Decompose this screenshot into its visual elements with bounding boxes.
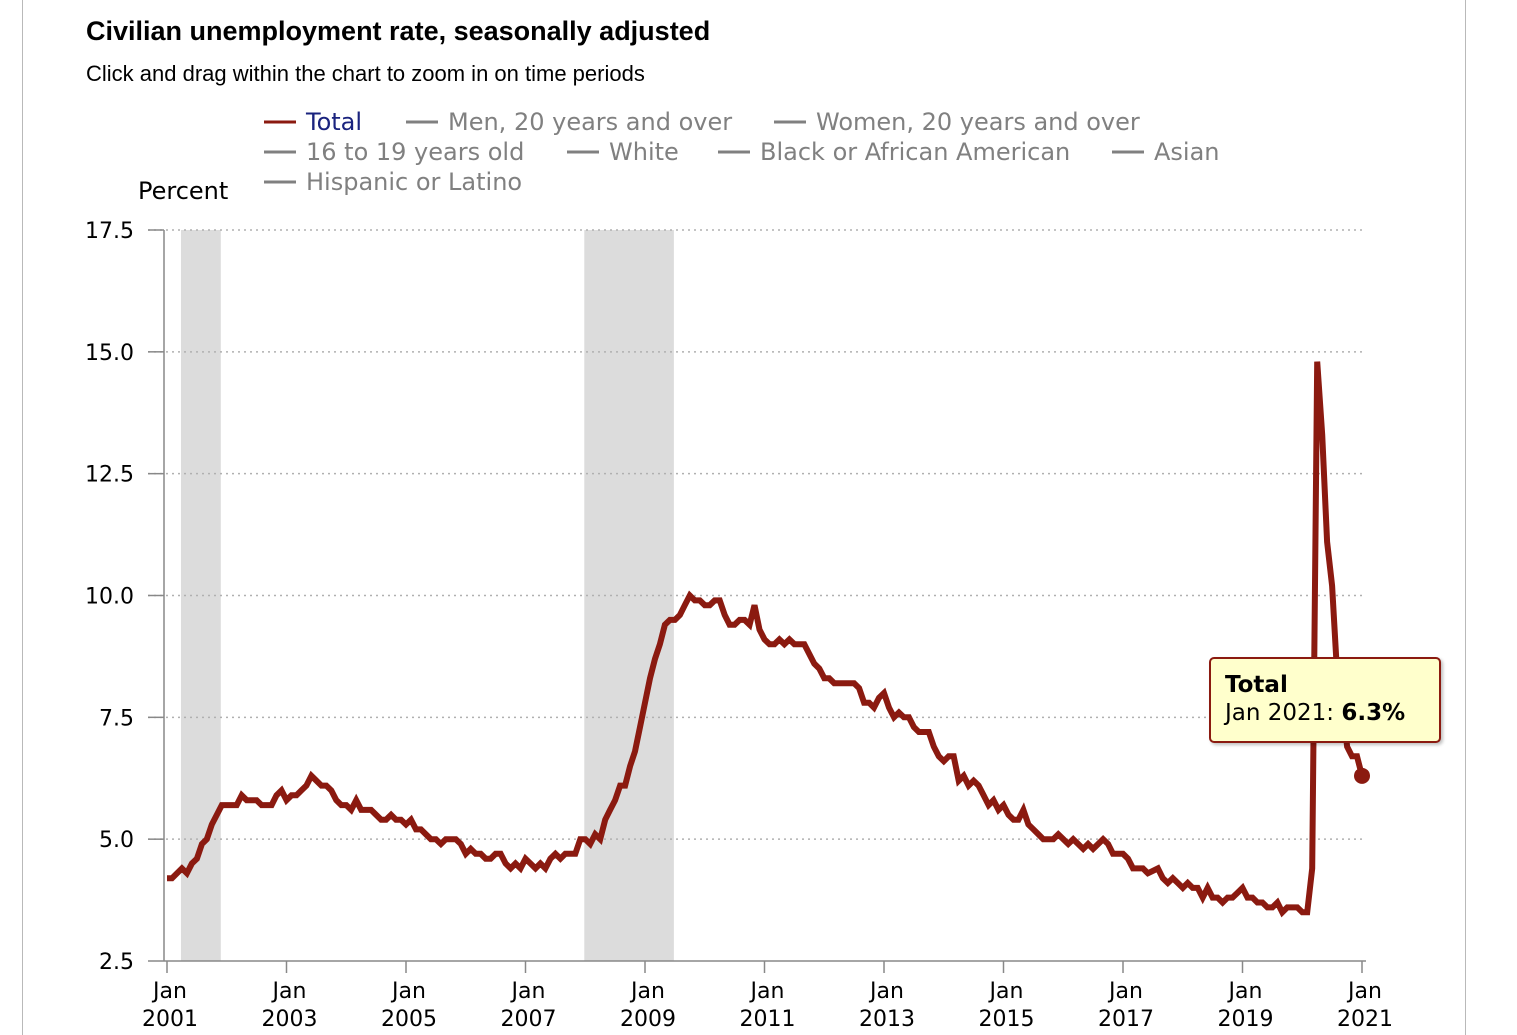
legend-label: Total (305, 108, 362, 136)
x-tick-year: 2019 (1218, 1007, 1274, 1032)
x-tick-year: 2013 (859, 1007, 915, 1032)
x-tick-year: 2015 (979, 1007, 1035, 1032)
y-tick-label: 7.5 (99, 706, 134, 731)
x-axis-labels: Jan 2001 Jan 2003 Jan 2005 Jan 2007 Jan 2009 Jan 20… (142, 979, 1393, 1032)
highlighted-point[interactable] (1354, 767, 1370, 784)
x-tick-month: Jan (749, 979, 785, 1004)
x-tick-year: 2011 (740, 1007, 796, 1032)
legend-item[interactable]: Men, 20 years and over (406, 108, 732, 136)
series-layer (167, 361, 1370, 918)
x-tick-label: Jan 2005 (381, 979, 437, 1032)
tooltip-line: Jan 2021: 6.3% (1225, 699, 1439, 727)
panel-left-border (22, 0, 23, 1035)
x-tick-month: Jan (390, 979, 426, 1004)
legend-item[interactable]: Total (264, 108, 362, 136)
tooltip-value: 6.3% (1341, 700, 1406, 726)
x-tick-label: Jan 2019 (1218, 979, 1274, 1032)
legend-label: White (609, 138, 679, 166)
x-tick-year: 2001 (142, 1007, 198, 1032)
x-tick-label: Jan 2011 (740, 979, 796, 1032)
chart-title: Civilian unemployment rate, seasonally a… (86, 16, 711, 46)
chart-subtitle: Click and drag within the chart to zoom … (86, 61, 645, 86)
x-tick-month: Jan (510, 979, 546, 1004)
x-tick-year: 2009 (620, 1007, 676, 1032)
x-tick-label: Jan 2007 (501, 979, 557, 1032)
x-tick-label: Jan 2015 (979, 979, 1035, 1032)
x-tick-month: Jan (629, 979, 665, 1004)
x-tick-month: Jan (868, 979, 904, 1004)
legend-item[interactable]: White (567, 138, 679, 166)
y-tick-label: 5.0 (99, 828, 134, 853)
x-tick-month: Jan (151, 979, 187, 1004)
tooltip-date: Jan 2021: (1225, 700, 1335, 726)
x-tick-year: 2003 (262, 1007, 318, 1032)
x-tick-label: Jan 2009 (620, 979, 676, 1032)
y-tick-label: 17.5 (85, 219, 134, 244)
tooltip-series: Total (1225, 672, 1288, 698)
x-tick-label: Jan 2003 (262, 979, 318, 1032)
y-tick-label: 2.5 (99, 950, 134, 975)
y-axis-title: Percent (138, 177, 228, 205)
legend-item[interactable]: Women, 20 years and over (774, 108, 1140, 136)
x-tick-year: 2007 (501, 1007, 557, 1032)
legend-label: Black or African American (760, 138, 1070, 166)
legend-label: Women, 20 years and over (816, 108, 1140, 136)
legend-item[interactable]: Asian (1112, 138, 1220, 166)
legend-item[interactable]: 16 to 19 years old (264, 138, 524, 166)
x-tick-month: Jan (271, 979, 307, 1004)
y-axis-labels: 17.5 15.0 12.5 10.0 7.5 5.0 2.5 (85, 219, 134, 975)
legend-item[interactable]: Black or African American (718, 138, 1070, 166)
legend-label: Asian (1154, 138, 1220, 166)
x-tick-year: 2021 (1337, 1007, 1393, 1032)
x-tick-label: Jan 2001 (142, 979, 198, 1032)
legend-label: 16 to 19 years old (306, 138, 524, 166)
x-tick-label: Jan 2017 (1098, 979, 1154, 1032)
series-line-total[interactable] (167, 361, 1365, 918)
y-tick-label: 12.5 (85, 463, 134, 488)
legend-label: Men, 20 years and over (448, 108, 732, 136)
gridlines (148, 229, 1362, 840)
x-tick-month: Jan (1346, 979, 1382, 1004)
tooltip: Total Jan 2021: 6.3% (1209, 657, 1441, 743)
x-tick-label: Jan 2021 (1337, 979, 1393, 1032)
x-tick-label: Jan 2013 (859, 979, 915, 1032)
x-tick-month: Jan (988, 979, 1024, 1004)
legend: Total Men, 20 years and over Women, 20 yea… (264, 108, 1220, 196)
x-tick-year: 2017 (1098, 1007, 1154, 1032)
x-tick-month: Jan (1107, 979, 1143, 1004)
axes (148, 229, 1366, 973)
y-tick-label: 10.0 (85, 585, 134, 610)
x-tick-month: Jan (1227, 979, 1263, 1004)
x-tick-year: 2005 (381, 1007, 437, 1032)
panel-right-border (1465, 0, 1466, 1035)
legend-label: Hispanic or Latino (306, 168, 522, 196)
legend-item[interactable]: Hispanic or Latino (264, 168, 522, 196)
y-tick-label: 15.0 (85, 341, 134, 366)
